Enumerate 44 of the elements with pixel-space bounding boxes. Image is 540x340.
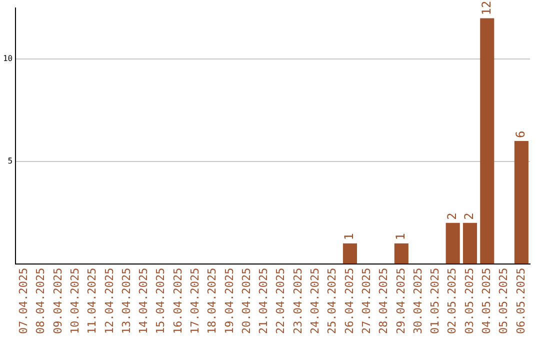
x-tick-label: 27.04.2025 [360, 268, 373, 334]
y-tick-label: 10 [2, 54, 13, 64]
x-tick-label: 02.05.2025 [446, 268, 459, 334]
x-tick-label: 06.05.2025 [514, 268, 528, 334]
data-label: 1 [342, 233, 356, 240]
x-tick-label: 16.04.2025 [171, 268, 184, 334]
x-tick-label: 17.04.2025 [188, 268, 202, 334]
x-tick-label: 15.04.2025 [154, 268, 168, 334]
x-tick-label: 28.04.2025 [377, 268, 390, 334]
data-label: 12 [479, 0, 494, 16]
x-tick-label: 20.04.2025 [240, 268, 253, 334]
x-tick-label: 24.04.2025 [308, 268, 322, 334]
data-label: 1 [394, 233, 408, 240]
x-tick-label: 26.04.2025 [342, 268, 356, 334]
bar [480, 18, 494, 264]
bar [394, 243, 408, 264]
x-tick-label: 14.04.2025 [137, 268, 150, 334]
x-tick-label: 10.04.2025 [68, 268, 82, 334]
data-label: 2 [462, 212, 476, 220]
x-tick-label: 25.04.2025 [326, 268, 339, 334]
x-tick-label: 22.04.2025 [274, 268, 288, 334]
x-tick-label: 07.04.2025 [17, 268, 30, 334]
x-tick-label: 30.04.2025 [411, 268, 424, 334]
data-label: 6 [514, 130, 528, 138]
x-tick-label: 01.05.2025 [428, 268, 442, 334]
x-tick-label: 19.04.2025 [222, 268, 236, 334]
bar [342, 243, 357, 264]
x-tick-label: 18.04.2025 [206, 268, 219, 334]
bar [514, 141, 528, 264]
x-tick-label: 08.04.2025 [34, 268, 48, 334]
x-tick-label: 23.04.2025 [291, 268, 304, 334]
bar [446, 222, 460, 264]
x-tick-label: 09.04.2025 [51, 268, 64, 334]
x-tick-label: 13.04.2025 [120, 268, 133, 334]
x-tick-label: 04.05.2025 [480, 268, 493, 334]
data-label: 2 [444, 212, 459, 220]
x-tick-label: 21.04.2025 [257, 268, 270, 334]
x-tick-label: 03.05.2025 [462, 268, 476, 334]
x-tick-label: 05.05.2025 [497, 268, 510, 334]
x-tick-label: 11.04.2025 [86, 268, 99, 334]
x-tick-label: 12.04.2025 [102, 268, 116, 334]
bar [462, 222, 478, 264]
y-tick-label: 5 [8, 156, 13, 166]
x-tick-label: 29.04.2025 [394, 268, 408, 334]
